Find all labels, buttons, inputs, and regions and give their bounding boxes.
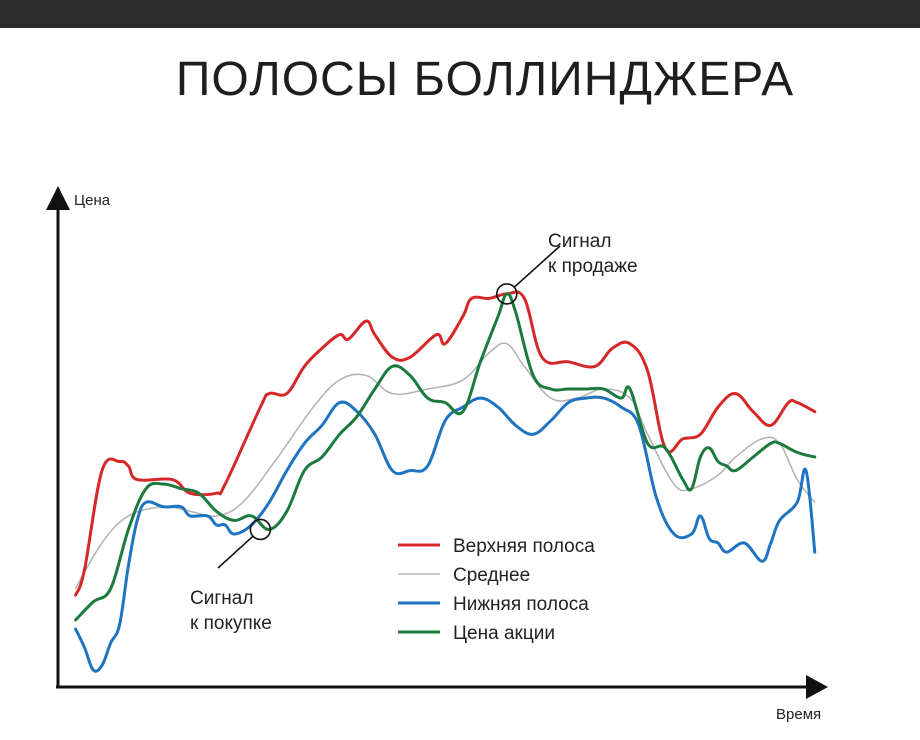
legend: Верхняя полоса Среднее Нижняя полоса Цена а… xyxy=(398,536,595,644)
annotation-layer: Сигнал к продаже Сигнал к покупке xyxy=(190,231,638,634)
signal-label-sell: Сигнал к продаже xyxy=(548,231,638,277)
signal-label-line: к продаже xyxy=(548,256,638,277)
series-layer xyxy=(74,290,817,673)
y-axis-label: Цена xyxy=(74,192,111,209)
signal-marker-buy xyxy=(249,518,272,541)
legend-label-middle: Среднее xyxy=(453,565,530,586)
series-line-lower xyxy=(74,395,817,673)
signal-leader-buy xyxy=(217,535,254,569)
signal-label-buy: Сигнал к покупке xyxy=(190,588,272,634)
legend-label-price: Цена акции xyxy=(453,623,555,644)
signal-label-line: Сигнал xyxy=(548,231,611,252)
series-line-upper xyxy=(74,290,817,597)
series-line-price xyxy=(74,292,817,622)
series-line-middle xyxy=(74,342,816,590)
signal-marker-sell xyxy=(495,283,518,305)
x-axis-arrow xyxy=(806,675,828,699)
signal-leader-sell xyxy=(513,245,561,288)
y-axis-arrow xyxy=(46,186,70,210)
x-axis-label: Время xyxy=(776,706,821,723)
top-bar xyxy=(0,0,920,28)
signal-label-line: к покупке xyxy=(190,613,272,634)
legend-label-upper: Верхняя полоса xyxy=(453,536,595,557)
chart-title: ПОЛОСЫ БОЛЛИНДЖЕРА xyxy=(175,53,795,106)
legend-label-lower: Нижняя полоса xyxy=(453,594,589,615)
signal-label-line: Сигнал xyxy=(190,588,253,609)
